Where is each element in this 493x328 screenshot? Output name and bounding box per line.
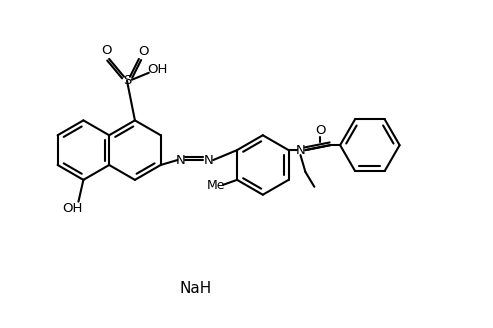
Text: OH: OH — [147, 63, 168, 76]
Text: O: O — [101, 45, 111, 57]
Text: NaH: NaH — [179, 281, 211, 297]
Text: N: N — [204, 154, 213, 167]
Text: O: O — [315, 124, 325, 137]
Text: S: S — [123, 74, 131, 87]
Text: OH: OH — [62, 202, 83, 215]
Text: O: O — [139, 46, 149, 58]
Text: N: N — [296, 144, 305, 156]
Text: Me: Me — [207, 179, 225, 192]
Text: N: N — [176, 154, 185, 167]
